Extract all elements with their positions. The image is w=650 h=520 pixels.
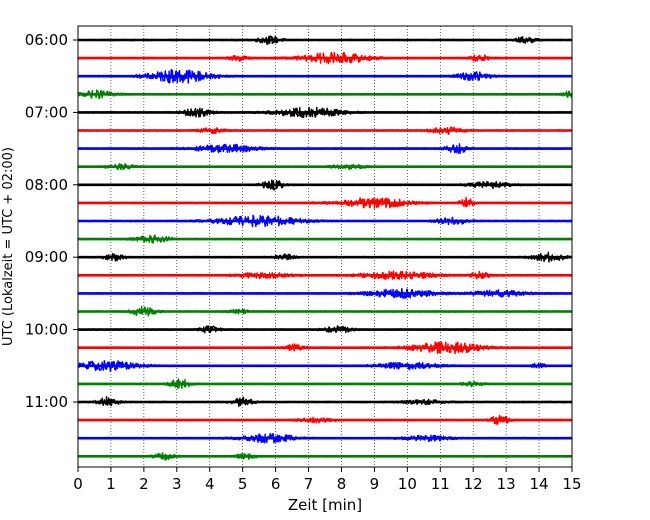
x-tick-label: 8 [337, 475, 347, 493]
x-axis-ticks: 0 1 2 3 4 5 6 7 8 9 10 11 12 13 14 15 [73, 467, 582, 493]
x-tick-label: 13 [497, 475, 516, 493]
x-tick-label: 2 [139, 475, 149, 493]
y-tick-label: 08:00 [25, 176, 68, 194]
x-tick-label: 12 [464, 475, 483, 493]
seismic-traces [77, 35, 573, 461]
x-tick-label: 6 [271, 475, 281, 493]
y-tick-label: 10:00 [25, 321, 68, 339]
x-tick-label: 0 [73, 475, 83, 493]
plot-frame [77, 25, 573, 468]
y-axis-ticks: 06:00 07:00 08:00 09:00 10:00 11:00 [25, 31, 78, 411]
y-tick-label: 06:00 [25, 31, 68, 49]
y-tick-label: 09:00 [25, 248, 68, 266]
y-axis-label: UTC (Lokalzeit = UTC + 02:00) [1, 147, 16, 346]
x-tick-label: 15 [562, 475, 581, 493]
x-tick-label: 4 [205, 475, 215, 493]
x-tick-label: 1 [106, 475, 116, 493]
x-tick-label: 7 [304, 475, 314, 493]
x-tick-label: 3 [172, 475, 182, 493]
x-tick-label: 14 [530, 475, 549, 493]
x-tick-label: 5 [238, 475, 248, 493]
y-tick-label: 11:00 [25, 393, 68, 411]
x-tick-label: 11 [431, 475, 450, 493]
x-axis-label: Zeit [min] [288, 496, 362, 514]
x-tick-label: 10 [398, 475, 417, 493]
x-tick-label: 9 [370, 475, 380, 493]
y-tick-label: 07:00 [25, 103, 68, 121]
